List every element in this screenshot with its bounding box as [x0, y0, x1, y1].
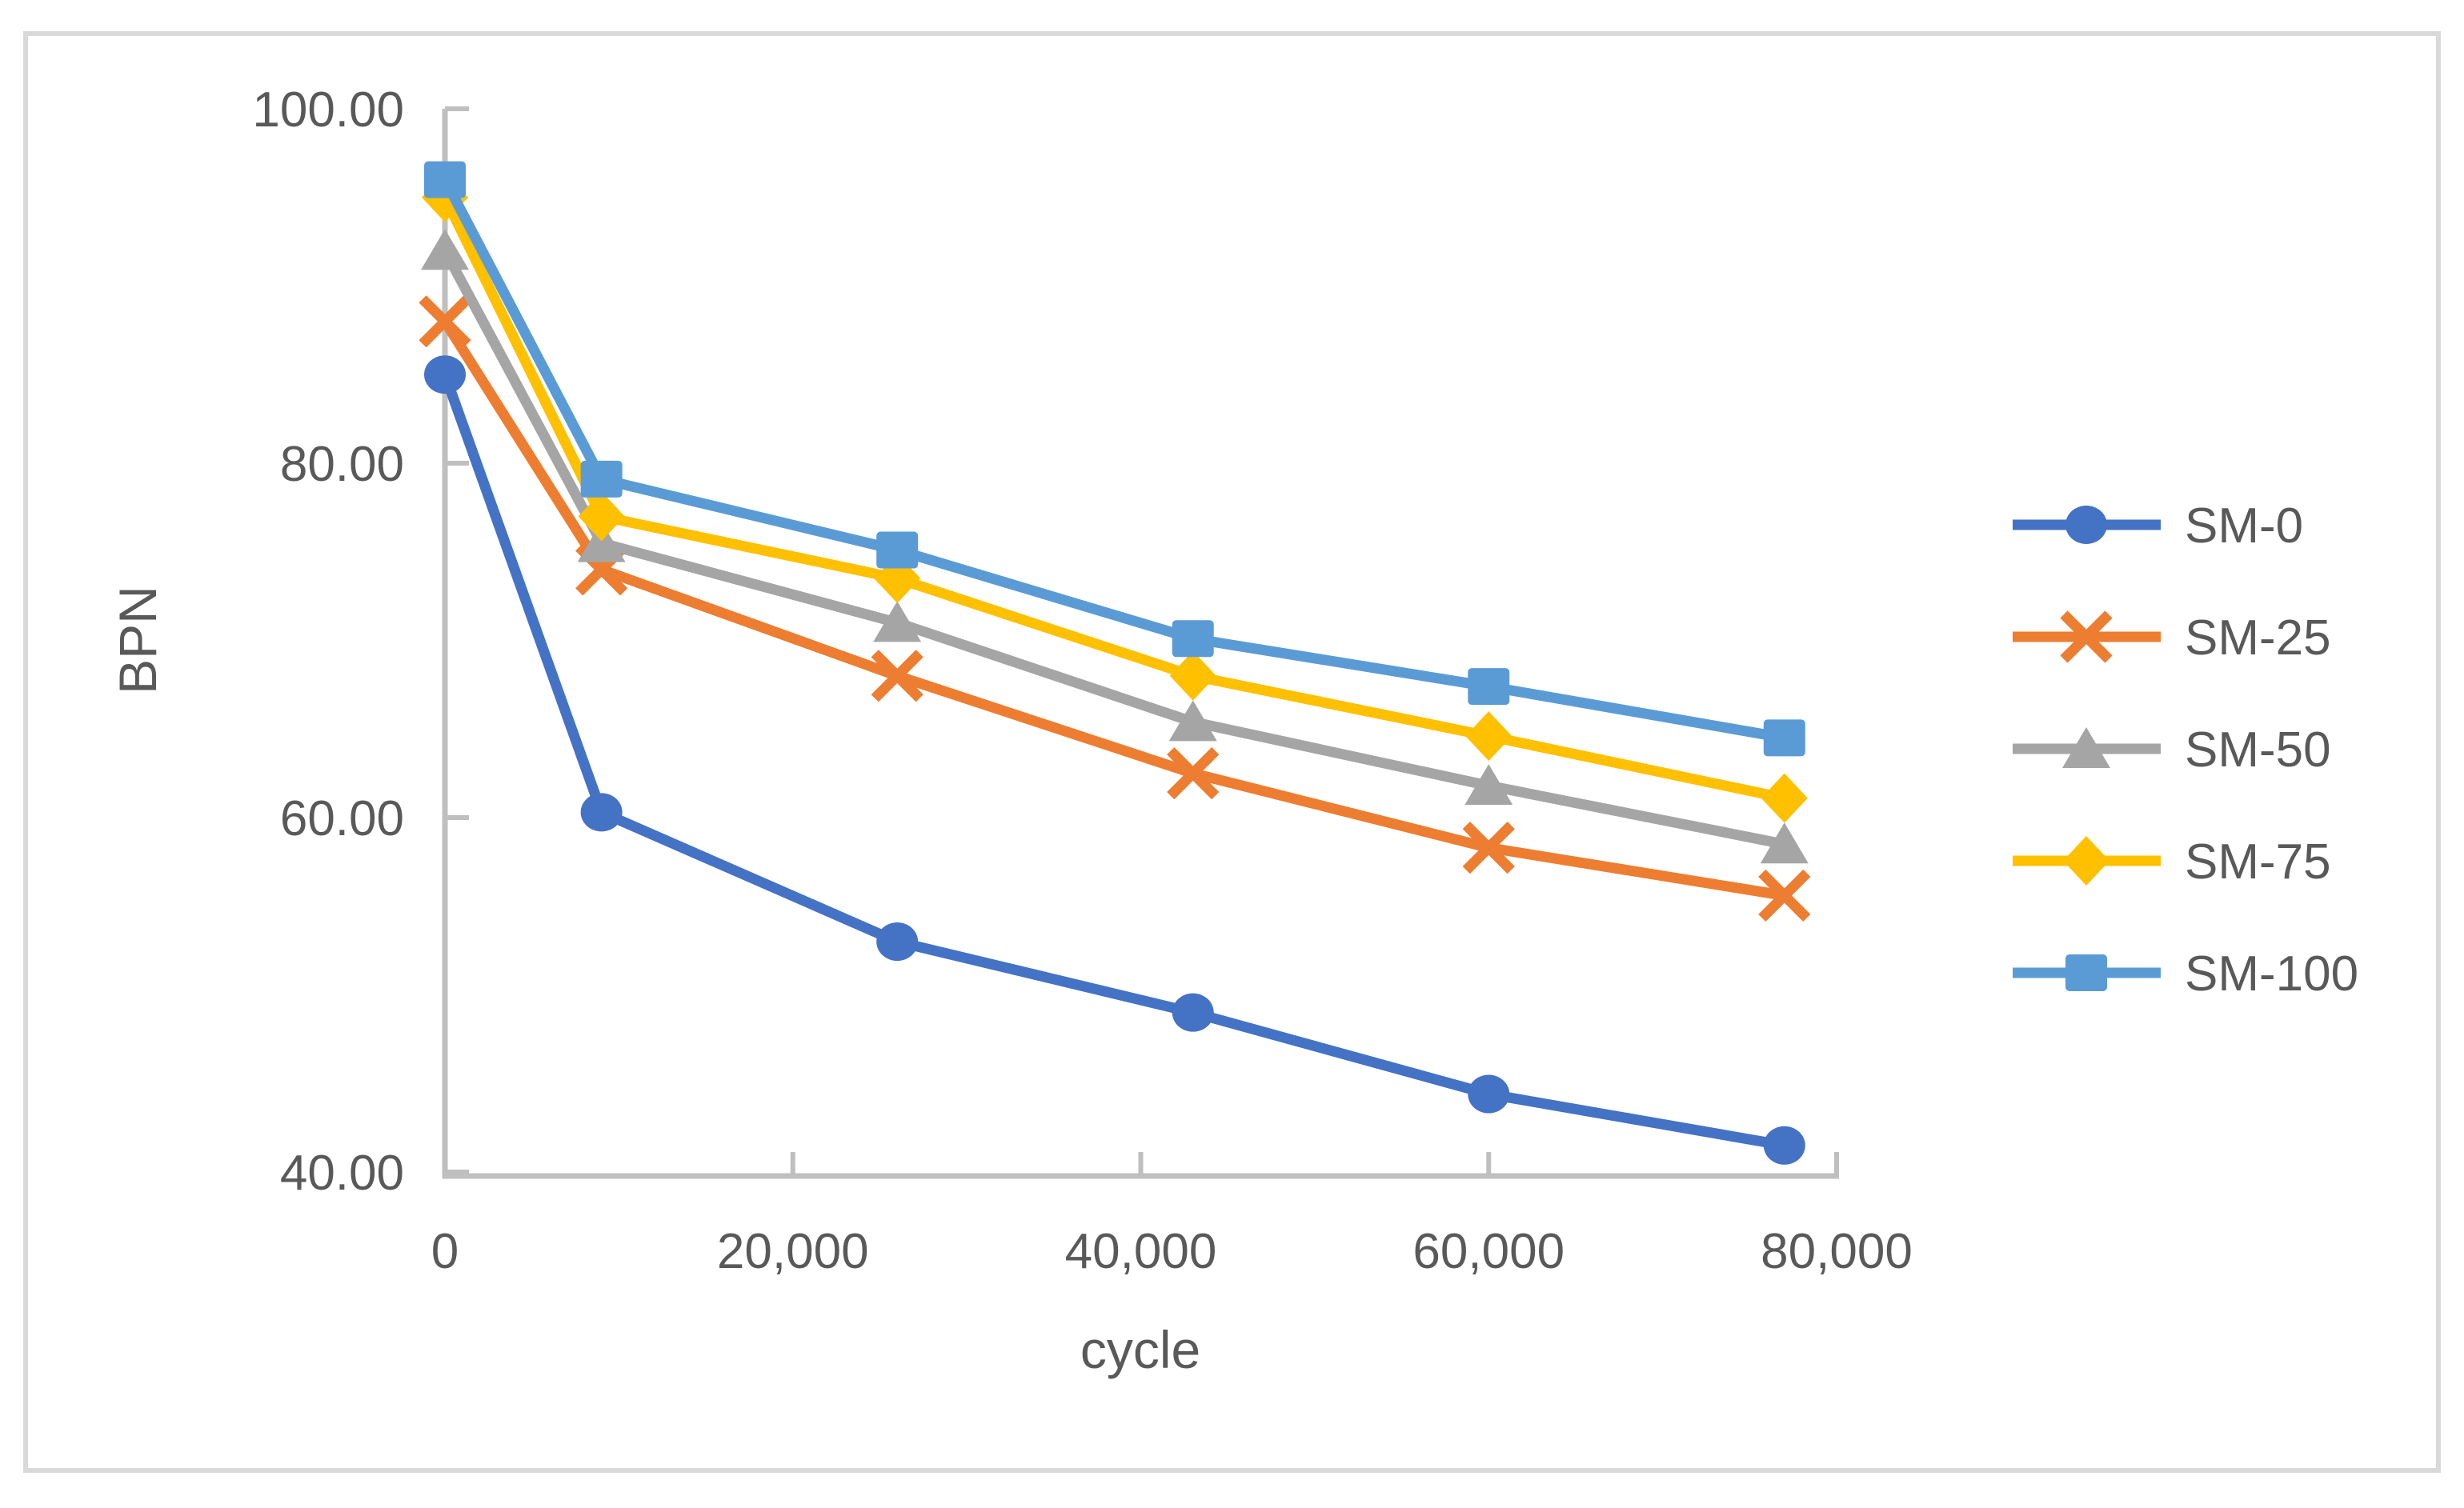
circle-marker — [424, 355, 466, 394]
circle-marker — [1172, 993, 1214, 1032]
legend-label-sm-0: SM-0 — [2185, 498, 2303, 554]
diamond-marker — [1465, 711, 1512, 762]
triangle-marker — [1760, 822, 1809, 864]
x-marker — [871, 650, 923, 702]
circle-marker — [580, 793, 623, 832]
square-marker — [424, 161, 466, 198]
legend-item-sm-25: SM-25 — [2013, 610, 2331, 666]
y-tick-label: 100.00 — [252, 82, 404, 138]
circle-marker — [1763, 1126, 1805, 1165]
legend-label-sm-100: SM-100 — [2185, 946, 2358, 1002]
x-marker — [419, 295, 471, 348]
legend-item-sm-75: SM-75 — [2013, 834, 2331, 890]
series-line-sm-25 — [440, 318, 1785, 901]
square-marker — [580, 460, 623, 498]
x-marker — [1167, 747, 1220, 800]
circle-marker — [876, 922, 919, 962]
legend: SM-0 SM-25 SM-50 SM-75 SM-100 — [2013, 498, 2358, 1002]
triangle-marker — [1168, 700, 1217, 742]
circle-marker — [2065, 506, 2107, 544]
circle-marker — [1468, 1074, 1510, 1114]
series-line-sm-75 — [440, 194, 1786, 803]
axes — [442, 106, 1839, 1179]
x-tick-label: 60,000 — [1412, 1224, 1565, 1279]
series-sm-0 — [424, 355, 1805, 1165]
y-tick-label: 60.00 — [280, 791, 404, 846]
series-line-sm-100 — [440, 177, 1785, 743]
legend-label-sm-50: SM-50 — [2185, 722, 2331, 778]
diamond-marker — [2063, 836, 2109, 886]
x-tick-label: 40,000 — [1065, 1224, 1217, 1279]
chart-frame-border — [23, 31, 2441, 1473]
triangle-marker — [421, 229, 469, 270]
legend-item-sm-50: SM-50 — [2013, 722, 2331, 778]
diamond-marker — [578, 491, 625, 542]
diamond-marker — [1169, 650, 1216, 701]
y-axis-title: BPN — [108, 586, 167, 694]
x-tick-label: 0 — [431, 1224, 459, 1279]
legend-item-sm-100: SM-100 — [2013, 946, 2358, 1002]
legend-item-sm-0: SM-0 — [2013, 498, 2303, 554]
series-sm-50 — [421, 229, 1809, 864]
x-tick-label: 80,000 — [1761, 1224, 1913, 1279]
diamond-marker — [1761, 773, 1808, 823]
y-tick-label: 80.00 — [280, 437, 404, 492]
series-sm-100 — [424, 161, 1805, 757]
x-marker — [1462, 822, 1515, 874]
x-marker — [1758, 869, 1811, 922]
triangle-marker — [577, 521, 626, 562]
square-marker — [2065, 954, 2107, 991]
square-marker — [1172, 620, 1214, 658]
y-tick-label: 40.00 — [280, 1146, 404, 1201]
triangle-marker — [1464, 764, 1513, 806]
square-marker — [876, 531, 919, 569]
x-tick-label: 20,000 — [717, 1224, 869, 1279]
series-line-sm-50 — [440, 248, 1786, 850]
data-series — [419, 161, 1811, 1165]
triangle-marker — [873, 601, 922, 642]
x-axis-tick-labels: 0 20,000 40,000 60,000 80,000 — [431, 1224, 1913, 1279]
y-axis-tick-labels: 100.00 80.00 60.00 40.00 — [252, 82, 404, 1201]
legend-label-sm-25: SM-25 — [2185, 610, 2331, 666]
series-sm-25 — [419, 295, 1811, 922]
triangle-marker — [2062, 727, 2110, 768]
series-sm-75 — [422, 172, 1808, 823]
legend-label-sm-75: SM-75 — [2185, 834, 2331, 890]
square-marker — [1468, 668, 1510, 706]
series-line-sm-0 — [439, 373, 1785, 1151]
square-marker — [1763, 719, 1805, 757]
x-axis-title: cycle — [1080, 1320, 1200, 1379]
x-marker — [2060, 610, 2113, 663]
